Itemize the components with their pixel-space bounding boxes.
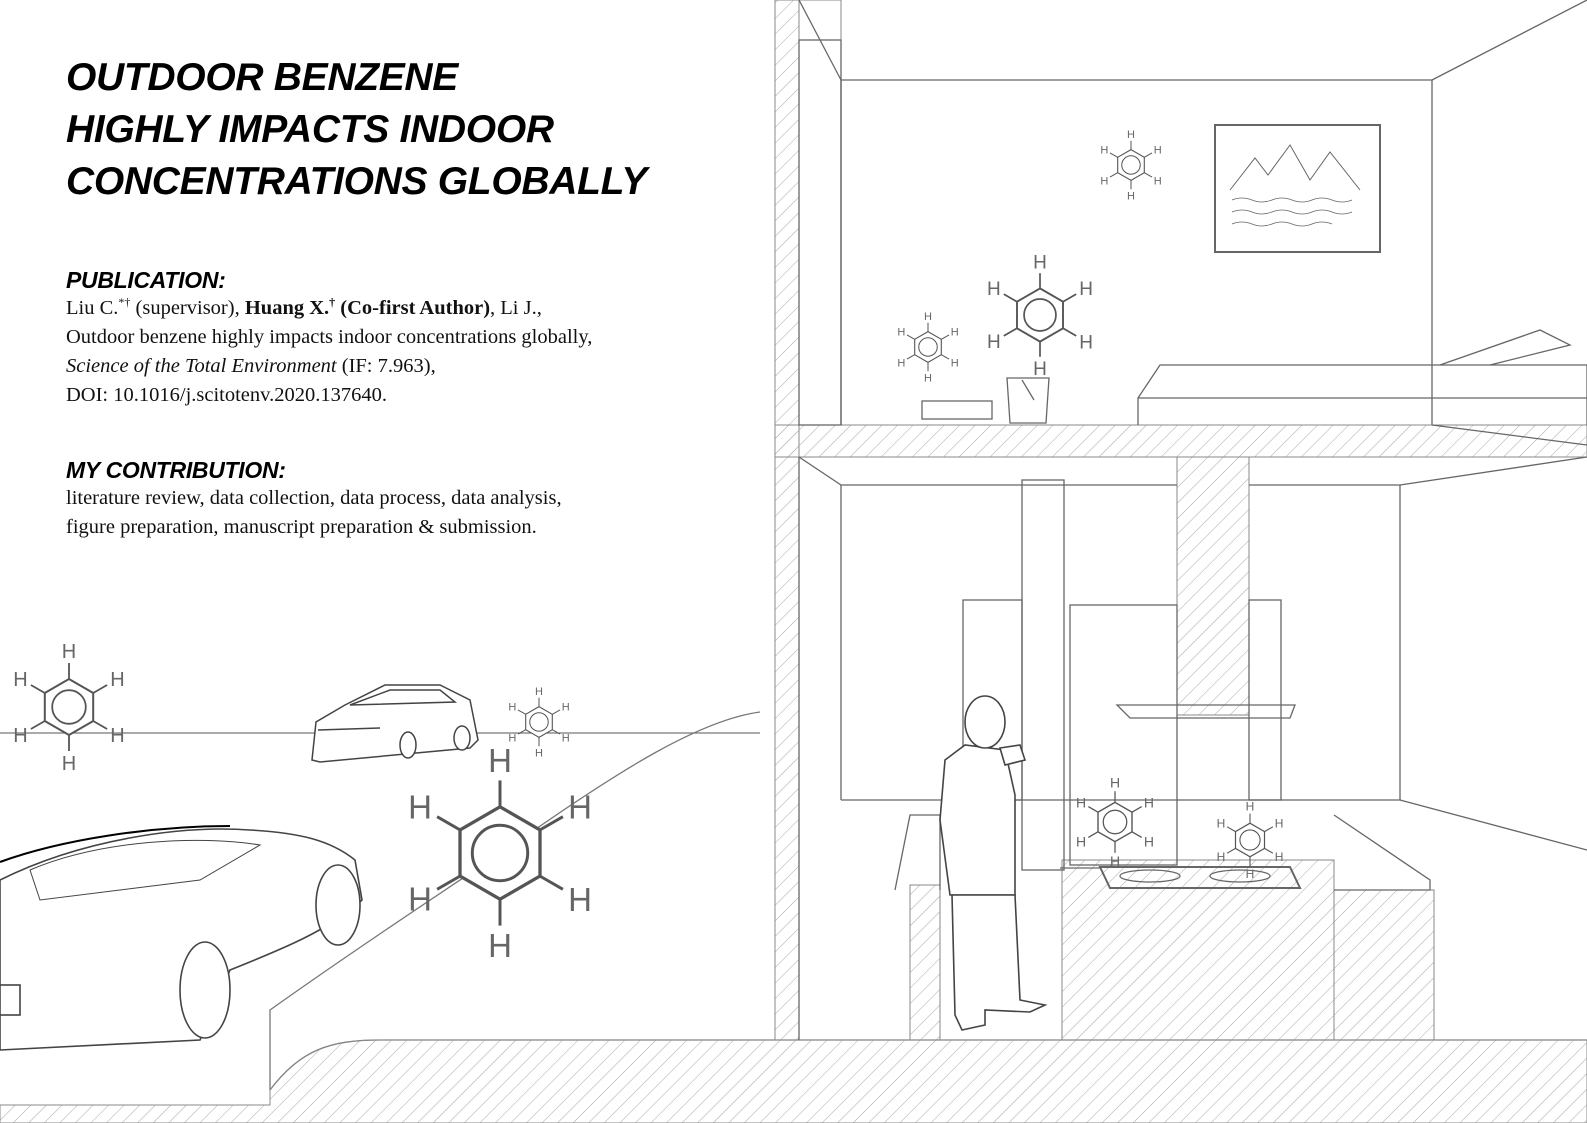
hydrogen-label: H [1154,175,1162,187]
author-liu-marks: *† [118,295,131,310]
hydrogen-label: H [1127,191,1135,203]
hydrogen-label: H [1217,816,1226,830]
hydrogen-label: H [897,357,905,369]
benzene-icon: H H H H H H [408,742,592,964]
hydrogen-label: H [897,326,905,338]
car-far [311,684,479,763]
citation-doi: DOI: 10.1016/j.scitotenv.2020.137640. [66,384,387,406]
publication-heading: PUBLICATION: [66,267,226,293]
author-liu: Liu C. [66,297,119,319]
hydrogen-label: H [1076,834,1086,850]
citation-paper-title: Outdoor benzene highly impacts indoor co… [66,326,593,348]
lower-room [798,456,1587,1040]
title-line-3: CONCENTRATIONS GLOBALLY [66,160,647,203]
hydrogen-label: H [1275,850,1284,864]
hydrogen-label: H [62,753,76,775]
building-walls [774,0,1587,1041]
hydrogen-label: H [408,881,432,918]
hydrogen-label: H [535,748,543,760]
hydrogen-label: H [1100,144,1108,156]
hydrogen-label: H [1144,834,1154,850]
benzene-icon: H H H H H H [1076,775,1154,869]
benzene-icon: H H H H H H [987,252,1093,379]
hydrogen-label: H [488,927,512,964]
author-huang: Huang X.† (Co-first Author) [244,295,491,319]
hydrogen-label: H [535,686,543,698]
text-panel: OUTDOOR BENZENE HIGHLY IMPACTS INDOOR CO… [66,52,756,542]
page-title: OUTDOOR BENZENE HIGHLY IMPACTS INDOOR CO… [66,52,756,208]
hydrogen-label: H [1076,794,1086,810]
hydrogen-label: H [562,702,570,714]
hydrogen-label: H [568,881,592,918]
contribution-text: literature review, data collection, data… [66,484,756,542]
hydrogen-label: H [1246,867,1255,881]
hydrogen-label: H [568,788,592,825]
hydrogen-label: H [1275,816,1284,830]
hydrogen-label: H [1079,279,1093,300]
hydrogen-label: H [1033,359,1047,380]
author-huang-name: Huang X. [244,297,330,319]
author-huang-role: (Co-first Author) [335,297,491,319]
hydrogen-label: H [13,725,27,747]
street-curve [0,825,231,863]
hydrogen-label: H [924,373,932,385]
hydrogen-label: H [951,327,959,339]
author-huang-marks: † [329,295,336,310]
hydrogen-label: H [110,725,124,747]
contribution-line-1: literature review, data collection, data… [66,487,562,509]
hydrogen-label: H [1110,853,1120,869]
citation-impact-factor: (IF: 7.963), [336,355,436,377]
hydrogen-label: H [1127,129,1135,141]
hydrogen-label: H [924,311,932,323]
hydrogen-label: H [110,669,124,691]
hydrogen-label: H [1033,252,1047,273]
hydrogen-label: H [951,357,959,369]
author-liu-role: (supervisor), [130,297,245,319]
upper-room [798,0,1587,446]
citation-authors: Liu C.*† (supervisor), Huang X.† (Co-fir… [66,294,756,323]
car-near [0,828,363,1051]
benzene-icon: H H H H H H [508,686,569,760]
hydrogen-label: H [987,279,1001,300]
hydrogen-label: H [13,669,27,691]
hydrogen-label: H [1217,850,1226,864]
hydrogen-label: H [488,742,512,779]
benzene-icon: H H H H H H [13,641,124,775]
person-smoking [939,695,1048,1031]
contribution-heading: MY CONTRIBUTION: [66,457,286,483]
hydrogen-label: H [1246,800,1255,814]
publication-citation: Liu C.*† (supervisor), Huang X.† (Co-fir… [66,294,756,410]
citation-journal-line: Science of the Total Environment (IF: 7.… [66,352,756,381]
hydrogen-label: H [408,788,432,825]
hydrogen-label: H [508,702,516,714]
hydrogen-label: H [62,641,76,663]
benzene-molecules: HHHHHHHHHHHHHHHHHHHHHHHHHHHHHHHHHHHHHHHH… [13,129,1283,964]
hydrogen-label: H [562,732,570,744]
hydrogen-label: H [1079,332,1093,353]
title-line-2: HIGHLY IMPACTS INDOOR [66,108,554,151]
citation-journal: Science of the Total Environment [66,355,337,377]
author-li: , Li J., [490,297,542,319]
hydrogen-label: H [987,332,1001,353]
benzene-icon: H H H H H H [1100,129,1161,203]
hydrogen-label: H [1144,794,1154,810]
hydrogen-label: H [1154,144,1162,156]
hydrogen-label: H [1110,775,1120,791]
ground-hatch [0,1039,1587,1123]
title-line-1: OUTDOOR BENZENE [66,56,459,99]
benzene-icon: H H H H H H [897,311,958,385]
contribution-line-2: figure preparation, manuscript preparati… [66,516,537,538]
hydrogen-label: H [1100,175,1108,187]
hydrogen-label: H [508,732,516,744]
benzene-icon: H H H H H H [1217,800,1284,881]
